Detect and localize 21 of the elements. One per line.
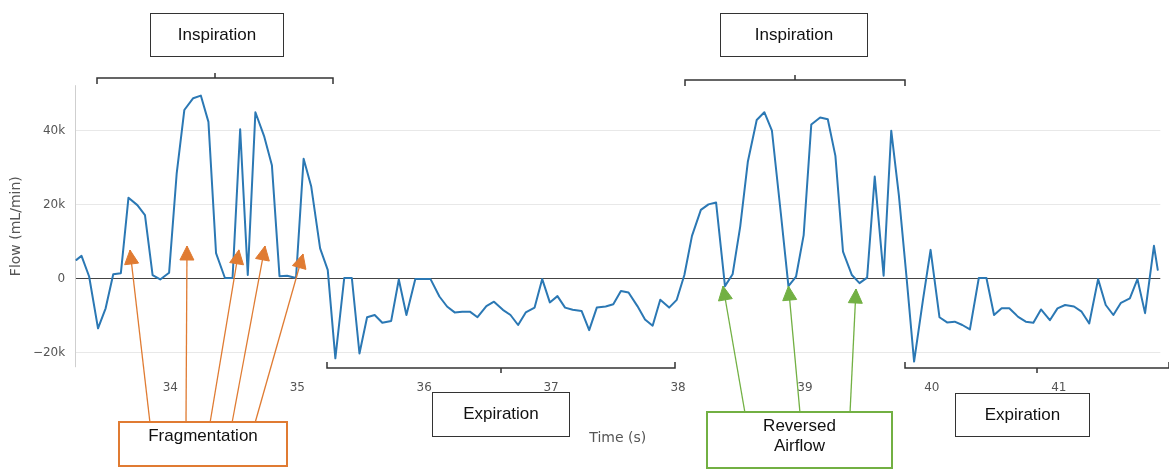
text: Expiration [432,392,570,437]
x-axis-title: Time (s) [588,428,647,445]
y-tick-label: 0 [57,271,66,285]
x-tick-label: 40 [924,379,940,394]
line-series [75,94,1159,363]
text: Inspiration [720,13,868,57]
x-tick-label: 37 [543,379,559,394]
x-tick-label: 41 [1051,379,1067,394]
y-axis-title: Flow (mL/min) [7,176,23,277]
y-tick-label: −20k [32,345,66,359]
x-tick-label: 39 [797,379,813,394]
y-tick-label: 40k [42,123,66,137]
text: Expiration [955,393,1090,437]
annotation: Fragmentation [118,421,288,467]
annotation: Reversed Airflow [706,411,893,469]
x-tick-label: 38 [670,379,686,394]
x-tick-label: 34 [162,379,178,394]
y-tick-label: 20k [42,197,66,211]
text: Inspiration [150,13,284,57]
x-tick-label: 35 [289,379,305,394]
x-tick-label: 36 [416,379,432,394]
